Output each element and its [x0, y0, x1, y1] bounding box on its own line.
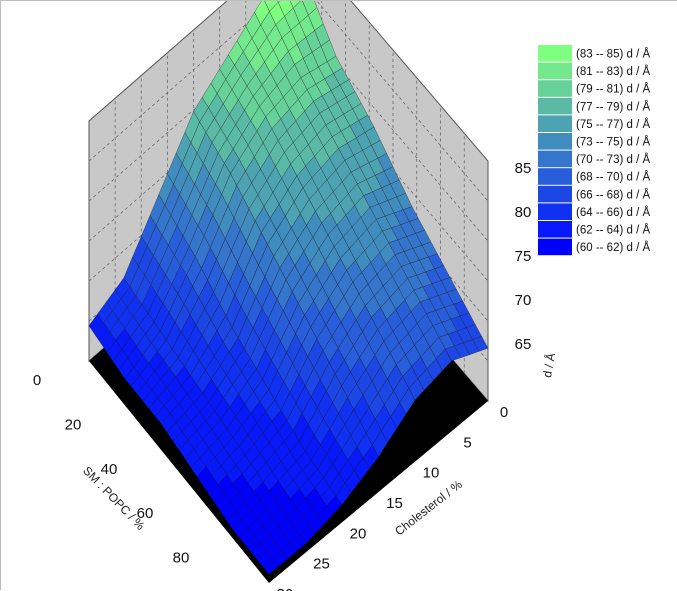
wall-gridline	[316, 1, 489, 202]
z-tick-label: 85	[515, 160, 532, 177]
y-tick-label: 25	[313, 556, 330, 573]
y-tick-label: 30	[277, 586, 294, 591]
legend-swatch	[538, 115, 572, 132]
legend-swatch	[538, 133, 572, 150]
y-axis-label: Cholesterol / %	[392, 477, 465, 538]
legend-label: (81 -- 83) d / Å	[576, 65, 650, 78]
legend-label: (77 -- 79) d / Å	[576, 100, 650, 113]
z-tick-label: 80	[515, 204, 532, 221]
x-tick-label: 0	[33, 372, 41, 389]
legend-label: (60 -- 62) d / Å	[576, 241, 650, 254]
legend-label: (73 -- 75) d / Å	[576, 136, 650, 149]
legend-label: (66 -- 68) d / Å	[576, 188, 650, 201]
y-tick-label: 5	[463, 434, 471, 451]
surface-cell	[262, 558, 279, 575]
legend-swatch	[538, 45, 572, 62]
axis-ticks: 0204060801000510152025306570758085	[33, 160, 532, 591]
legend-label: (70 -- 73) d / Å	[576, 153, 650, 166]
x-tick-label: 20	[65, 416, 82, 433]
x-tick-label: 40	[101, 461, 118, 478]
z-tick-label: 65	[515, 336, 532, 353]
legend-label: (79 -- 81) d / Å	[576, 83, 650, 96]
y-tick-label: 0	[500, 404, 508, 421]
legend-label: (62 -- 64) d / Å	[576, 224, 650, 237]
legend-swatch	[538, 203, 572, 220]
legend-label: (75 -- 77) d / Å	[576, 118, 650, 131]
legend-label: (68 -- 70) d / Å	[576, 171, 650, 184]
surface-mesh	[88, 1, 489, 575]
legend-swatch	[538, 168, 572, 185]
legend-label: (83 -- 85) d / Å	[576, 48, 650, 61]
y-tick-label: 20	[350, 525, 367, 542]
legend-swatch	[538, 80, 572, 97]
y-tick-label: 10	[423, 465, 440, 482]
legend-label: (64 -- 66) d / Å	[576, 206, 650, 219]
legend-swatch	[538, 185, 572, 203]
x-tick-label: 80	[173, 550, 190, 567]
x-tick-label: 60	[137, 505, 154, 522]
z-tick-label: 75	[515, 248, 532, 265]
legend-swatch	[538, 150, 572, 168]
z-tick-label: 70	[515, 292, 532, 309]
legend-swatch	[538, 97, 572, 115]
legend-swatch	[538, 238, 572, 256]
legend: (83 -- 85) d / Å (81 -- 83) d / Å (79 -- 8…	[538, 45, 650, 256]
legend-swatch	[538, 62, 572, 80]
y-tick-label: 15	[386, 495, 403, 512]
legend-swatch	[538, 221, 572, 238]
z-axis-label: d / Å	[539, 352, 558, 379]
